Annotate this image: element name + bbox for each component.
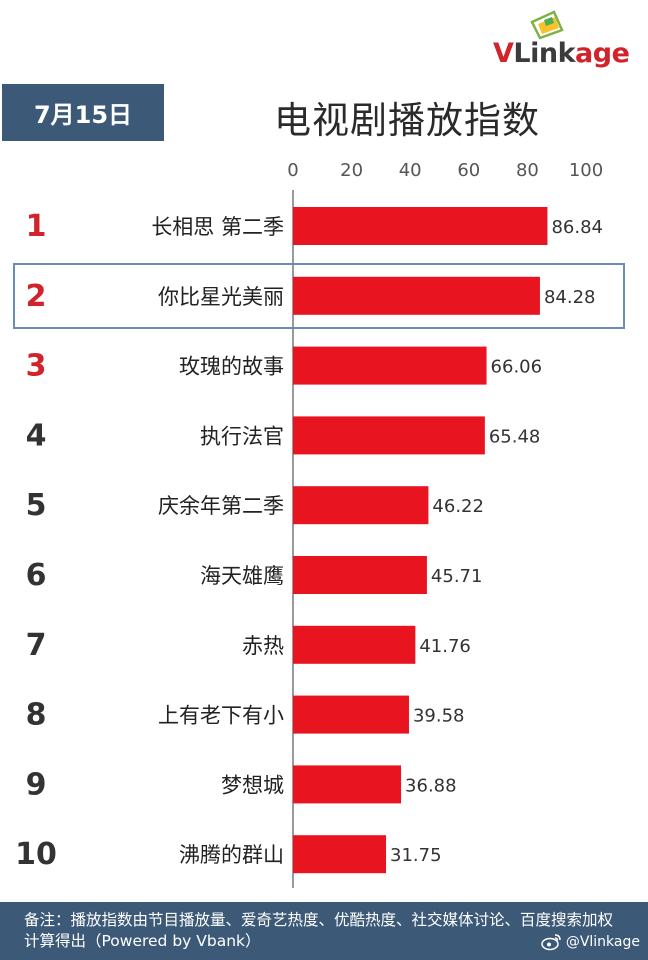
value-label: 86.84 xyxy=(551,217,603,238)
bar xyxy=(293,765,402,804)
rank-number: 9 xyxy=(26,767,47,802)
x-tick-label: 80 xyxy=(516,160,539,181)
value-label: 41.76 xyxy=(419,636,471,657)
x-tick-label: 40 xyxy=(399,160,422,181)
bar xyxy=(293,486,429,525)
weibo-handle-text: @Vlinkage xyxy=(565,934,640,950)
x-tick-label: 0 xyxy=(287,160,298,181)
x-tick-label: 20 xyxy=(340,160,363,181)
rank-number: 8 xyxy=(26,698,47,733)
highlight-box xyxy=(13,263,625,329)
bar xyxy=(293,625,416,664)
category-label: 沸腾的群山 xyxy=(179,843,284,867)
category-label: 你比星光美丽 xyxy=(158,285,284,309)
category-label: 海天雄鹰 xyxy=(200,564,284,588)
date-badge: 7月15日 xyxy=(2,84,164,141)
weibo-handle: @Vlinkage xyxy=(541,933,640,951)
category-label: 长相思 第二季 xyxy=(151,215,284,239)
bar xyxy=(293,416,485,455)
category-label: 庆余年第二季 xyxy=(158,494,284,518)
x-tick-label: 60 xyxy=(457,160,480,181)
rank-number: 10 xyxy=(15,837,57,872)
vlinkage-logo: VLinkage xyxy=(490,8,645,70)
category-label: 执行法官 xyxy=(200,424,284,448)
footer: 备注：播放指数由节目播放量、爱奇艺热度、优酷热度、社交媒体讨论、百度搜索加权计算… xyxy=(0,902,648,960)
category-label: 赤热 xyxy=(242,634,284,658)
weibo-icon xyxy=(541,934,561,951)
bar xyxy=(293,695,409,734)
chart-title: 电视剧播放指数 xyxy=(274,99,540,142)
bar xyxy=(293,556,427,594)
value-label: 36.88 xyxy=(405,775,457,796)
value-label: 65.48 xyxy=(489,426,541,447)
bar xyxy=(293,207,548,245)
rank-number: 4 xyxy=(26,418,47,453)
value-label: 66.06 xyxy=(491,357,543,378)
footer-note: 备注：播放指数由节目播放量、爱奇艺热度、优酷热度、社交媒体讨论、百度搜索加权计算… xyxy=(24,911,614,950)
category-label: 上有老下有小 xyxy=(158,704,284,728)
rank-number: 6 xyxy=(26,558,47,593)
category-label: 梦想城 xyxy=(221,773,284,797)
x-tick-label: 100 xyxy=(569,160,603,181)
rank-number: 1 xyxy=(26,209,47,244)
value-label: 45.71 xyxy=(431,566,483,587)
rank-number: 3 xyxy=(26,349,47,384)
category-label: 玫瑰的故事 xyxy=(179,355,284,379)
value-label: 31.75 xyxy=(390,845,442,866)
value-label: 39.58 xyxy=(413,706,465,727)
bar xyxy=(293,346,487,385)
value-label: 46.22 xyxy=(432,496,484,517)
bar xyxy=(293,835,387,874)
bar xyxy=(293,276,540,315)
logo-mark-icon xyxy=(530,10,564,40)
value-label: 84.28 xyxy=(544,287,596,308)
bar-chart: 0 20 40 60 80 100 1 长相思 第二季 86.84 2 你比星光美丽 84.28 3 玫瑰… xyxy=(15,160,603,888)
rank-number: 5 xyxy=(26,488,47,523)
rank-number: 2 xyxy=(26,279,47,314)
logo-text: VLinkage xyxy=(493,38,630,69)
rank-number: 7 xyxy=(26,628,47,663)
